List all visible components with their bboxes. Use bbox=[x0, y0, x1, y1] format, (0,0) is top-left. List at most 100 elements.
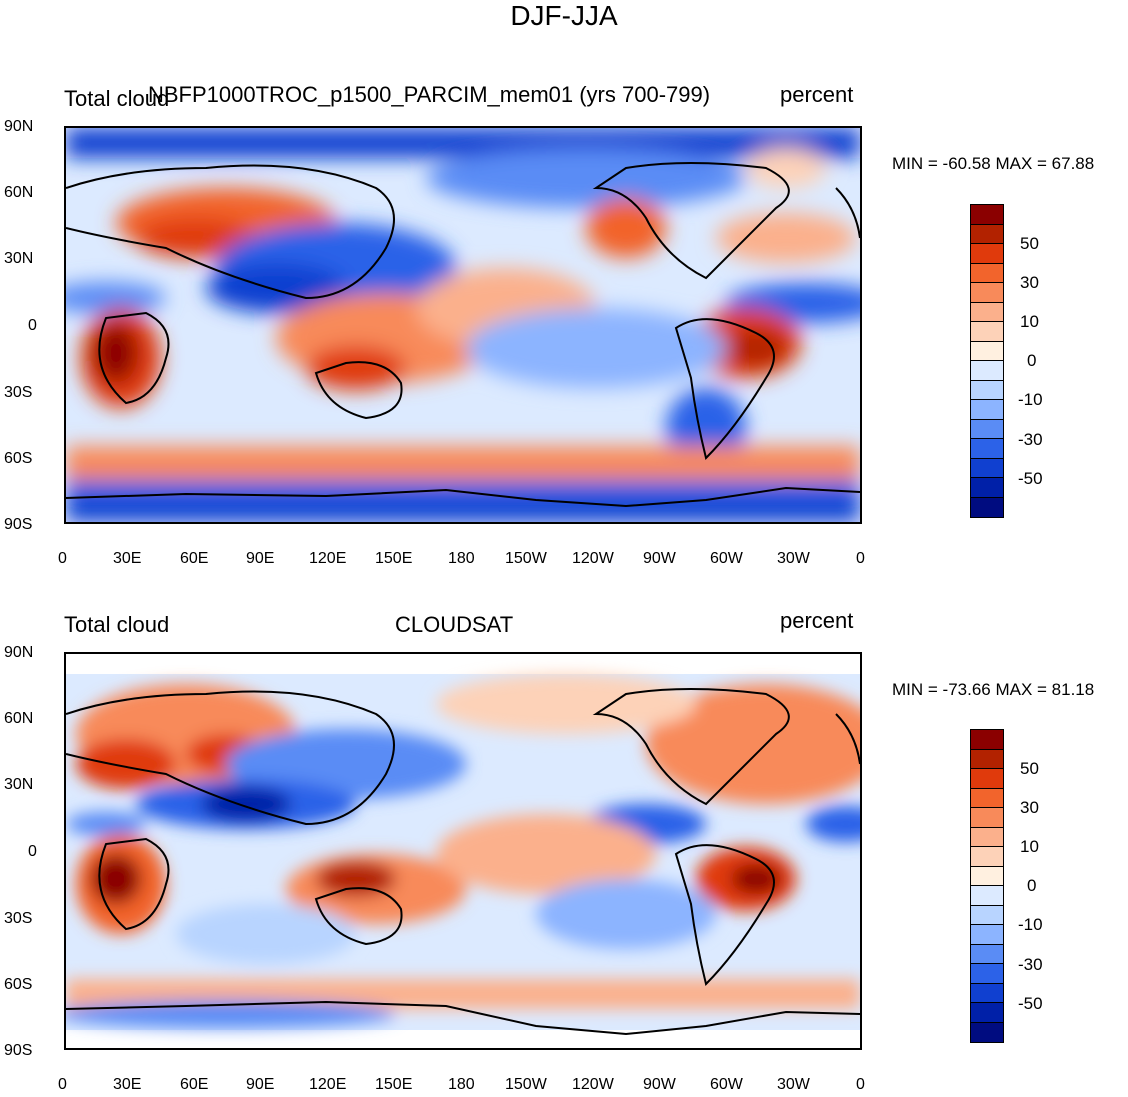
colorbar-label: 30 bbox=[1020, 273, 1039, 292]
colorbar-swatch bbox=[971, 263, 1003, 283]
x-tick: 0 bbox=[58, 1076, 67, 1093]
y-tick: 0 bbox=[28, 843, 37, 860]
x-tick: 90E bbox=[246, 550, 275, 567]
colorbar-label: 0 bbox=[1027, 351, 1037, 370]
minmax-text: MIN = -73.66 MAX = 81.18 bbox=[892, 680, 1095, 699]
y-tick: 30S bbox=[4, 910, 33, 927]
colorbar-swatch bbox=[971, 224, 1003, 244]
colorbar-swatch bbox=[971, 341, 1003, 361]
y-tick: 90S bbox=[4, 1042, 33, 1059]
colorbar bbox=[970, 729, 1004, 1043]
colorbar-swatch bbox=[971, 458, 1003, 478]
y-tick: 30N bbox=[4, 776, 34, 793]
colorbar-swatch bbox=[971, 944, 1003, 964]
colorbar-swatch bbox=[971, 361, 1003, 381]
x-tick: 30W bbox=[777, 1076, 810, 1093]
colorbar-label: -50 bbox=[1018, 469, 1043, 488]
panel-left-label: Total cloud bbox=[64, 612, 170, 637]
x-tick: 150E bbox=[375, 1076, 413, 1093]
x-tick: 30E bbox=[113, 550, 142, 567]
x-tick: 60W bbox=[710, 1076, 743, 1093]
colorbar-swatch bbox=[971, 478, 1003, 498]
colorbar-swatch bbox=[971, 419, 1003, 439]
colorbar-swatch bbox=[971, 1022, 1003, 1042]
x-tick: 0 bbox=[58, 550, 67, 567]
y-tick: 0 bbox=[28, 317, 37, 334]
colorbar-label: 10 bbox=[1020, 312, 1039, 331]
x-tick: 30W bbox=[777, 550, 810, 567]
y-tick: 90S bbox=[4, 516, 33, 533]
colorbar-swatch bbox=[971, 244, 1003, 264]
map-field bbox=[66, 128, 860, 522]
y-tick: 60S bbox=[4, 450, 33, 467]
x-tick: 90W bbox=[643, 550, 676, 567]
colorbar-swatch bbox=[971, 925, 1003, 945]
colorbar-swatch bbox=[971, 886, 1003, 906]
colorbar-label: -30 bbox=[1018, 430, 1043, 449]
colorbar-swatch bbox=[971, 983, 1003, 1003]
minmax-text: MIN = -60.58 MAX = 67.88 bbox=[892, 154, 1095, 173]
colorbar-swatch bbox=[971, 905, 1003, 925]
colorbar-swatch bbox=[971, 400, 1003, 420]
colorbar bbox=[970, 204, 1004, 518]
x-tick: 150E bbox=[375, 550, 413, 567]
x-tick: 0 bbox=[856, 1076, 865, 1093]
colorbar-swatch bbox=[971, 749, 1003, 769]
colorbar-swatch bbox=[971, 788, 1003, 808]
x-tick: 120E bbox=[309, 1076, 347, 1093]
y-tick: 60N bbox=[4, 710, 34, 727]
y-tick: 60N bbox=[4, 184, 34, 201]
y-tick: 60S bbox=[4, 976, 33, 993]
x-tick: 120W bbox=[572, 1076, 614, 1093]
colorbar-swatch bbox=[971, 964, 1003, 984]
x-tick: 60E bbox=[180, 550, 209, 567]
colorbar-swatch bbox=[971, 439, 1003, 459]
panel-center-label: NBFP1000TROC_p1500_PARCIM_mem01 (yrs 700… bbox=[148, 82, 711, 107]
colorbar-swatch bbox=[971, 322, 1003, 342]
colorbar-label: -50 bbox=[1018, 994, 1043, 1013]
x-tick: 0 bbox=[856, 550, 865, 567]
colorbar-swatch bbox=[971, 847, 1003, 867]
x-tick: 150W bbox=[505, 1076, 547, 1093]
colorbar-label: -10 bbox=[1018, 915, 1043, 934]
x-tick: 90E bbox=[246, 1076, 275, 1093]
map-field bbox=[66, 654, 860, 1048]
x-tick: 150W bbox=[505, 550, 547, 567]
panel-center-label: CLOUDSAT bbox=[395, 612, 514, 637]
colorbar-label: 50 bbox=[1020, 759, 1039, 778]
colorbar-swatch bbox=[971, 1003, 1003, 1023]
colorbar-swatch bbox=[971, 827, 1003, 847]
y-tick: 90N bbox=[4, 644, 34, 661]
main-title: DJF-JJA bbox=[510, 0, 618, 31]
x-tick: 120W bbox=[572, 550, 614, 567]
x-tick: 120E bbox=[309, 550, 347, 567]
colorbar-label: -10 bbox=[1018, 390, 1043, 409]
colorbar-swatch bbox=[971, 205, 1003, 225]
colorbar-swatch bbox=[971, 302, 1003, 322]
colorbar-label: 30 bbox=[1020, 798, 1039, 817]
y-tick: 30N bbox=[4, 250, 34, 267]
panel-right-label: percent bbox=[780, 82, 854, 107]
colorbar-label: 50 bbox=[1020, 234, 1039, 253]
map-plot bbox=[64, 652, 862, 1050]
colorbar-swatch bbox=[971, 769, 1003, 789]
panel-left-label: Total cloud bbox=[64, 86, 170, 111]
colorbar-swatch bbox=[971, 283, 1003, 303]
colorbar-label: -30 bbox=[1018, 955, 1043, 974]
panel-right-label: percent bbox=[780, 608, 854, 633]
x-tick: 90W bbox=[643, 1076, 676, 1093]
colorbar-swatch bbox=[971, 866, 1003, 886]
colorbar-swatch bbox=[971, 808, 1003, 828]
y-tick: 90N bbox=[4, 118, 34, 135]
x-tick: 180 bbox=[448, 550, 475, 567]
x-tick: 30E bbox=[113, 1076, 142, 1093]
colorbar-label: 10 bbox=[1020, 837, 1039, 856]
colorbar-swatch bbox=[971, 380, 1003, 400]
map-plot bbox=[64, 126, 862, 524]
colorbar-label: 0 bbox=[1027, 876, 1037, 895]
colorbar-swatch bbox=[971, 497, 1003, 517]
colorbar-swatch bbox=[971, 730, 1003, 750]
y-tick: 30S bbox=[4, 384, 33, 401]
x-tick: 60W bbox=[710, 550, 743, 567]
x-tick: 180 bbox=[448, 1076, 475, 1093]
